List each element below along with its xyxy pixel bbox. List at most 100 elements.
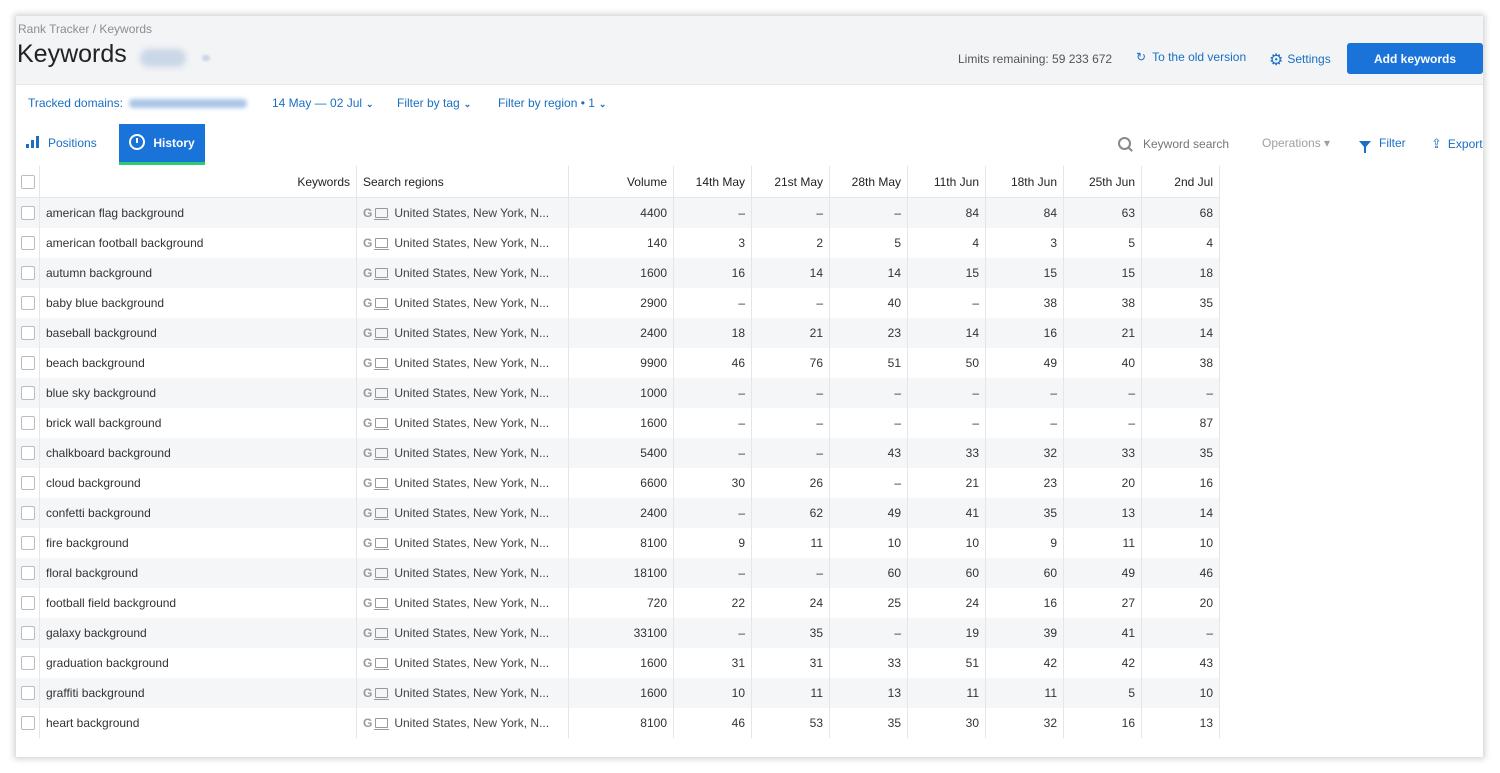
position-cell[interactable]: 19 xyxy=(907,618,986,648)
tracked-domains-filter[interactable]: Tracked domains: xyxy=(28,96,247,110)
position-cell[interactable]: – xyxy=(829,197,908,228)
table-row[interactable]: chalkboard background G United States, New… xyxy=(16,438,1220,468)
position-cell[interactable]: 11 xyxy=(751,528,830,558)
table-row[interactable]: galaxy background G United States, New Yor… xyxy=(16,618,1220,648)
date-header[interactable]: 28th May xyxy=(829,166,908,198)
table-row[interactable]: heart background G United States, New York… xyxy=(16,708,1220,738)
filter-button[interactable]: Filter xyxy=(1359,136,1406,153)
position-cell[interactable]: 3 xyxy=(673,228,752,258)
table-row[interactable]: graffiti background G United States, New Y… xyxy=(16,678,1220,708)
position-cell[interactable]: – xyxy=(751,558,830,588)
position-cell[interactable]: 11 xyxy=(751,678,830,708)
position-cell[interactable]: 14 xyxy=(829,258,908,288)
position-cell[interactable]: – xyxy=(673,558,752,588)
row-checkbox[interactable] xyxy=(20,206,35,221)
keyword-cell[interactable]: heart background xyxy=(39,708,357,738)
keyword-cell[interactable]: chalkboard background xyxy=(39,438,357,468)
position-cell[interactable]: 2 xyxy=(751,228,830,258)
position-cell[interactable]: 23 xyxy=(829,318,908,348)
position-cell[interactable]: 21 xyxy=(751,318,830,348)
row-checkbox[interactable] xyxy=(20,386,35,401)
position-cell[interactable]: 32 xyxy=(985,708,1064,738)
keyword-cell[interactable]: cloud background xyxy=(39,468,357,498)
keyword-cell[interactable]: american flag background xyxy=(39,197,357,228)
position-cell[interactable]: 16 xyxy=(1141,468,1220,498)
position-cell[interactable]: 10 xyxy=(1141,678,1220,708)
position-cell[interactable]: 21 xyxy=(907,468,986,498)
position-cell[interactable]: 43 xyxy=(1141,648,1220,678)
table-row[interactable]: beach background G United States, New York… xyxy=(16,348,1220,378)
keyword-cell[interactable]: beach background xyxy=(39,348,357,378)
position-cell[interactable]: – xyxy=(751,438,830,468)
position-cell[interactable]: – xyxy=(985,408,1064,438)
position-cell[interactable]: – xyxy=(673,438,752,468)
position-cell[interactable]: 16 xyxy=(673,258,752,288)
keyword-cell[interactable]: galaxy background xyxy=(39,618,357,648)
row-checkbox[interactable] xyxy=(20,446,35,461)
position-cell[interactable]: 46 xyxy=(673,348,752,378)
table-row[interactable]: american football background G United Stat… xyxy=(16,228,1220,258)
position-cell[interactable]: 18 xyxy=(673,318,752,348)
position-cell[interactable]: 68 xyxy=(1141,197,1220,228)
position-cell[interactable]: 30 xyxy=(907,708,986,738)
position-cell[interactable]: 60 xyxy=(829,558,908,588)
table-row[interactable]: graduation background G United States, New… xyxy=(16,648,1220,678)
keyword-cell[interactable]: graffiti background xyxy=(39,678,357,708)
position-cell[interactable]: 51 xyxy=(829,348,908,378)
position-cell[interactable]: – xyxy=(673,498,752,528)
date-header[interactable]: 2nd Jul xyxy=(1141,166,1220,198)
position-cell[interactable]: 33 xyxy=(829,648,908,678)
position-cell[interactable]: 15 xyxy=(1063,258,1142,288)
position-cell[interactable]: 11 xyxy=(1063,528,1142,558)
position-cell[interactable]: 38 xyxy=(1141,348,1220,378)
position-cell[interactable]: – xyxy=(751,197,830,228)
position-cell[interactable]: – xyxy=(1141,618,1220,648)
date-header[interactable]: 11th Jun xyxy=(907,166,986,198)
position-cell[interactable]: 13 xyxy=(829,678,908,708)
row-checkbox[interactable] xyxy=(20,506,35,521)
position-cell[interactable]: 9 xyxy=(673,528,752,558)
position-cell[interactable]: 41 xyxy=(907,498,986,528)
operations-dropdown[interactable]: Operations ▾ xyxy=(1262,136,1330,150)
table-row[interactable]: cloud background G United States, New York… xyxy=(16,468,1220,498)
keyword-cell[interactable]: brick wall background xyxy=(39,408,357,438)
position-cell[interactable]: 39 xyxy=(985,618,1064,648)
tab-positions[interactable]: Positions xyxy=(26,124,97,162)
keyword-cell[interactable]: floral background xyxy=(39,558,357,588)
export-button[interactable]: ⇪ Export xyxy=(1431,136,1483,152)
row-checkbox[interactable] xyxy=(20,296,35,311)
position-cell[interactable]: 63 xyxy=(1063,197,1142,228)
keyword-cell[interactable]: graduation background xyxy=(39,648,357,678)
position-cell[interactable]: – xyxy=(673,378,752,408)
position-cell[interactable]: 9 xyxy=(985,528,1064,558)
position-cell[interactable]: 32 xyxy=(985,438,1064,468)
position-cell[interactable]: – xyxy=(673,408,752,438)
settings-link[interactable]: ⚙ Settings xyxy=(1269,50,1331,70)
position-cell[interactable]: – xyxy=(751,378,830,408)
position-cell[interactable]: 20 xyxy=(1141,588,1220,618)
position-cell[interactable]: 31 xyxy=(673,648,752,678)
position-cell[interactable]: 84 xyxy=(985,197,1064,228)
row-checkbox[interactable] xyxy=(20,596,35,611)
position-cell[interactable]: 42 xyxy=(985,648,1064,678)
position-cell[interactable]: 16 xyxy=(1063,708,1142,738)
row-checkbox[interactable] xyxy=(20,536,35,551)
position-cell[interactable]: – xyxy=(1063,408,1142,438)
position-cell[interactable]: 35 xyxy=(1141,438,1220,468)
position-cell[interactable]: – xyxy=(829,378,908,408)
position-cell[interactable]: – xyxy=(673,197,752,228)
position-cell[interactable]: 49 xyxy=(1063,558,1142,588)
position-cell[interactable]: 33 xyxy=(1063,438,1142,468)
position-cell[interactable]: 51 xyxy=(907,648,986,678)
position-cell[interactable]: 24 xyxy=(751,588,830,618)
position-cell[interactable]: 49 xyxy=(829,498,908,528)
position-cell[interactable]: 13 xyxy=(1063,498,1142,528)
row-checkbox[interactable] xyxy=(20,626,35,641)
position-cell[interactable]: 33 xyxy=(907,438,986,468)
row-checkbox[interactable] xyxy=(20,326,35,341)
position-cell[interactable]: 49 xyxy=(985,348,1064,378)
position-cell[interactable]: 15 xyxy=(985,258,1064,288)
position-cell[interactable]: 10 xyxy=(673,678,752,708)
row-checkbox[interactable] xyxy=(20,686,35,701)
position-cell[interactable]: 25 xyxy=(829,588,908,618)
